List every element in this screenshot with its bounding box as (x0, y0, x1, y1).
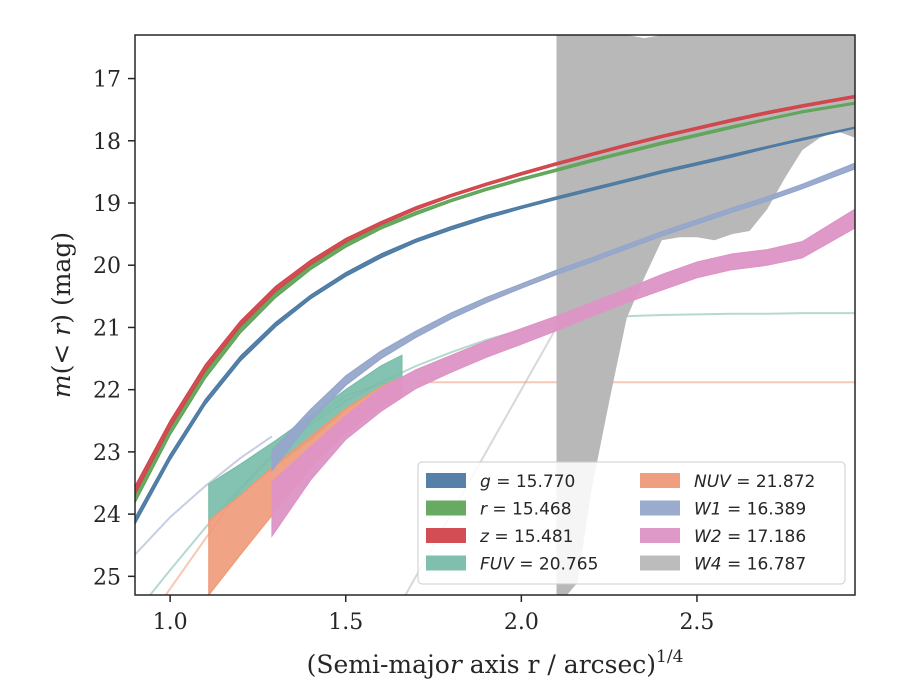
band-fuv (208, 354, 403, 522)
y-tick-label: 18 (93, 130, 121, 155)
data-bands (135, 35, 855, 595)
x-tick-label: 2.5 (679, 610, 714, 635)
legend-swatch (640, 500, 680, 516)
legend-entry-nuv: NUV = 21.872 (640, 472, 815, 492)
legend-swatch (426, 528, 466, 543)
legend-entry-fuv: FUV = 20.765 (426, 555, 598, 575)
legend-label: FUV = 20.765 (480, 555, 598, 575)
y-tick-label: 17 (93, 68, 121, 93)
legend-label: NUV = 21.872 (694, 472, 815, 492)
x-axis-label: (Semi-major axis r / arcsec)1/4 (307, 647, 684, 679)
legend-entry-w1: W1 = 16.389 (640, 500, 806, 520)
band-r (135, 101, 855, 504)
legend-label: g = 15.770 (480, 472, 575, 492)
legend-label: W4 = 16.787 (694, 555, 806, 575)
legend-entry-r: r = 15.468 (426, 500, 572, 520)
y-tick-label: 23 (93, 441, 121, 466)
legend-entry-w4: W4 = 16.787 (640, 555, 806, 575)
legend-label: z = 15.481 (479, 527, 573, 547)
legend-swatch (426, 555, 466, 571)
y-axis-label: m(< r) (mag) (47, 232, 76, 398)
legend-entry-z: z = 15.481 (426, 527, 573, 547)
y-tick-label: 19 (93, 192, 121, 217)
x-tick-label: 1.5 (328, 610, 363, 635)
legend-label: W1 = 16.389 (694, 500, 806, 520)
legend-entry-w2: W2 = 17.186 (640, 527, 806, 547)
band-w4 (556, 35, 855, 595)
legend-swatch (640, 473, 680, 488)
x-tick-label: 1.0 (153, 610, 188, 635)
band-w1 (271, 162, 855, 473)
x-axis-ticks: 1.0 1.5 2.0 2.5 (153, 595, 714, 635)
legend-box (417, 461, 846, 585)
x-tick-label: 2.0 (504, 610, 539, 635)
band-z (135, 94, 855, 495)
y-tick-label: 22 (93, 379, 121, 404)
legend-entry-g: g = 15.770 (426, 472, 575, 492)
legend-label: W2 = 17.186 (694, 527, 806, 547)
y-tick-label: 20 (93, 254, 121, 279)
band-w2 (271, 208, 855, 538)
plot-area (135, 35, 855, 595)
legend-swatch (640, 528, 680, 543)
legend-swatch (426, 500, 466, 516)
model-curve-w1 (135, 435, 273, 556)
legend-swatch (426, 473, 466, 488)
legend-swatch (640, 555, 680, 571)
band-g (135, 126, 855, 525)
y-tick-label: 24 (93, 503, 121, 528)
y-axis-ticks: 17 18 19 20 21 22 23 24 25 (93, 68, 135, 590)
legend-label: r = 15.468 (480, 500, 572, 520)
y-tick-label: 25 (93, 565, 121, 590)
legend: g = 15.770 r = 15.468 z = 15.481 FUV = 20.7… (417, 461, 846, 585)
plot-frame (134, 34, 856, 596)
y-tick-label: 21 (93, 316, 121, 341)
